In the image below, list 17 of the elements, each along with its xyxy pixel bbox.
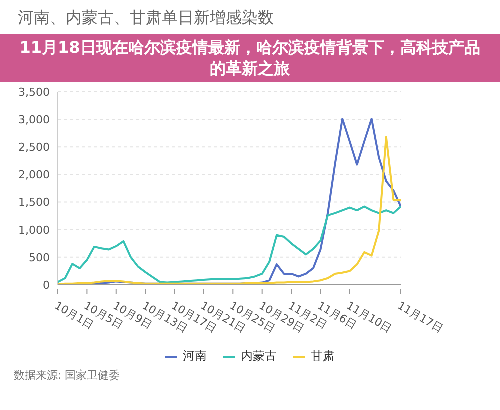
y-tick-label: 0 — [43, 278, 50, 292]
line-series — [58, 136, 401, 285]
source-note: 数据来源: 国家卫健委 — [14, 368, 120, 383]
y-tick-label: 3,500 — [18, 86, 50, 99]
y-tick-label: 2,500 — [18, 141, 50, 154]
y-tick-label: 3,000 — [18, 113, 50, 126]
line-series — [58, 206, 401, 284]
y-tick-label: 2,000 — [18, 168, 50, 182]
legend-label: 内蒙古 — [241, 348, 277, 365]
text: 11月18日现在哈尔滨疫情最新，哈尔滨疫情背景下，高科技产品的革新之旅 — [18, 37, 482, 79]
legend-label: 甘肃 — [311, 348, 335, 365]
x-tick-label: 11月17日 — [396, 299, 446, 336]
chart-title: 河南、内蒙古、甘肃单日新增感染数 — [18, 8, 274, 29]
y-tick-label: 500 — [29, 251, 50, 264]
y-tick-label: 1,000 — [18, 224, 50, 237]
legend-label: 河南 — [183, 348, 207, 365]
y-tick-label: 1,500 — [18, 196, 50, 210]
